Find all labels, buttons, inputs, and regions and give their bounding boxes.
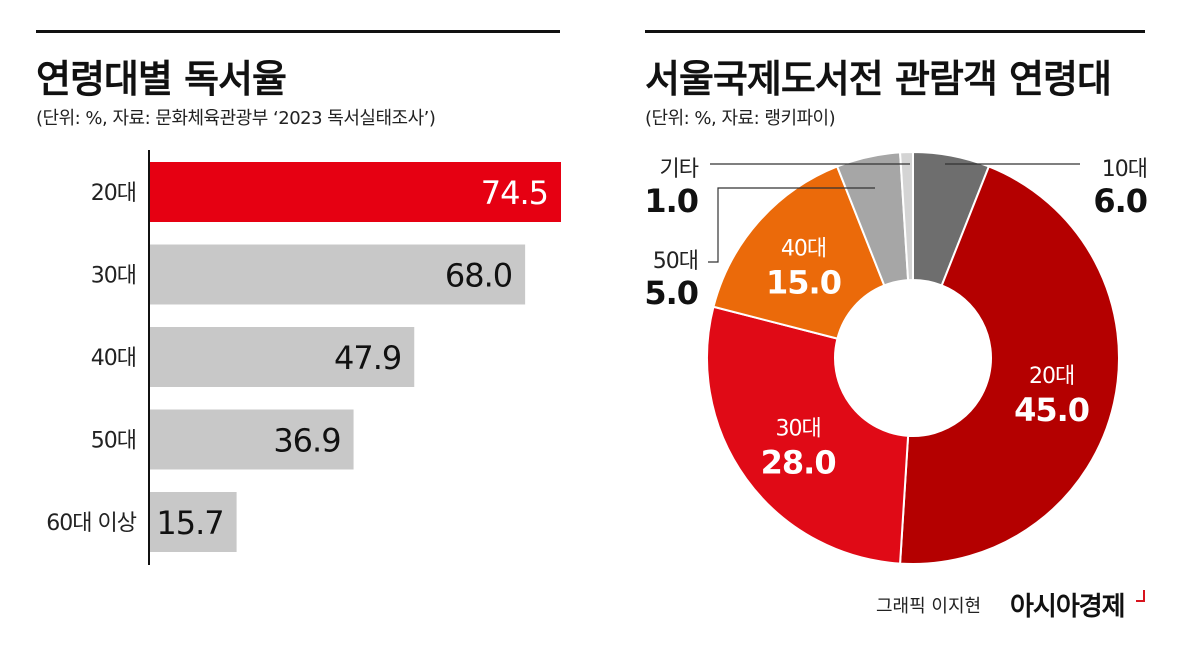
slice-value-label: 6.0 — [1093, 182, 1147, 220]
bar-chart: 20대 74.5 30대 68.0 40대 47.9 50대 36.9 60대 이상 15.7 — [46, 150, 561, 565]
leader-line — [708, 187, 875, 263]
donut-slice-4 — [712, 165, 886, 340]
slice-value-label: 1.0 — [644, 182, 698, 220]
slice-name-label: 10대 — [1102, 157, 1147, 182]
bar-category-label: 30대 — [91, 264, 136, 289]
donut-slice-6 — [899, 150, 914, 282]
pie-chart-title: 서울국제도서전 관람객 연령대 — [645, 57, 1112, 101]
bar-category-label: 60대 이상 — [46, 511, 136, 536]
bar-1 — [150, 162, 561, 222]
bar-category-label: 50대 — [91, 429, 136, 454]
slice-name-label: 30대 — [776, 416, 821, 441]
slice-value-label: 28.0 — [761, 443, 836, 481]
graphic-credit: 그래픽 이지현 — [876, 596, 982, 617]
slice-value-label: 15.0 — [766, 263, 841, 301]
bar-chart-subtitle: (단위: %, 자료: 문화체육관광부 ‘2023 독서실태조사’) — [36, 108, 436, 129]
slice-name-label: 50대 — [653, 249, 698, 274]
bar-value-label: 68.0 — [445, 257, 512, 295]
donut-slice-3 — [706, 305, 910, 565]
bar-value-label: 47.9 — [334, 339, 401, 377]
bar-value-label: 36.9 — [273, 422, 340, 460]
brand-mark-icon — [1136, 590, 1145, 602]
bar-4 — [150, 409, 354, 470]
slice-value-label: 45.0 — [1014, 391, 1089, 429]
slice-value-label: 5.0 — [644, 274, 698, 312]
donut-slice-2 — [899, 165, 1120, 565]
bar-chart-title: 연령대별 독서율 — [36, 57, 287, 101]
bar-5 — [150, 492, 237, 552]
bar-category-label: 20대 — [91, 181, 136, 206]
pie-chart-subtitle: (단위: %, 자료: 랭키파이) — [645, 108, 836, 129]
bar-category-label: 40대 — [91, 346, 136, 371]
slice-name-label: 40대 — [781, 236, 826, 261]
bar-value-label: 15.7 — [156, 504, 223, 542]
bar-2 — [150, 244, 526, 305]
right-top-rule — [645, 30, 1145, 33]
bar-3 — [150, 327, 415, 387]
bar-value-label: 74.5 — [481, 174, 548, 212]
slice-name-label: 20대 — [1029, 364, 1074, 389]
brand-logo: 아시아경제 — [1010, 592, 1126, 622]
left-top-rule — [36, 30, 560, 33]
slice-name-label: 기타 — [660, 157, 699, 182]
